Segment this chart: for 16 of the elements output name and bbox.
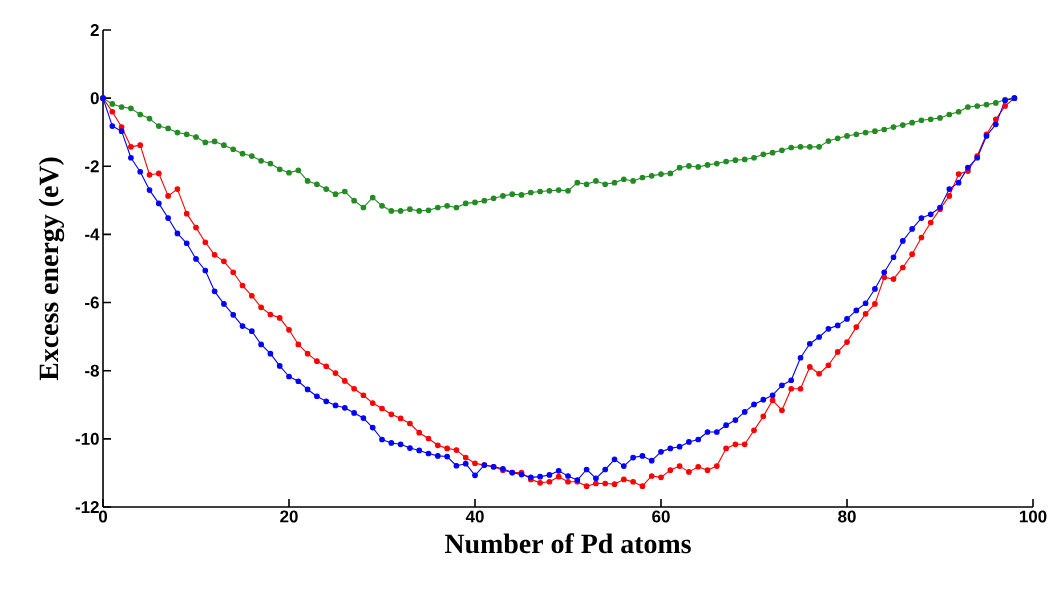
x-tick-label: 20 (280, 510, 298, 523)
y-tick-label: -6 (85, 296, 99, 309)
x-tick-label: 80 (838, 510, 856, 523)
y-tick-label: -12 (75, 501, 99, 513)
y-tick-label: 0 (90, 92, 99, 105)
y-tick-label: -8 (85, 364, 99, 377)
y-tick-label: 2 (90, 24, 99, 36)
x-axis-title: Number of Pd atoms (444, 533, 691, 554)
y-tick-label: -4 (85, 228, 100, 241)
x-tick-label: 0 (98, 510, 108, 523)
y-tick-label: -10 (75, 432, 99, 445)
x-tick-label: 100 (1019, 510, 1047, 523)
x-tick-label: 60 (652, 510, 670, 523)
y-tick-label: -2 (85, 160, 99, 173)
y-axis-title: Excess energy (eV) (38, 157, 65, 381)
x-tick-label: 40 (465, 510, 484, 523)
